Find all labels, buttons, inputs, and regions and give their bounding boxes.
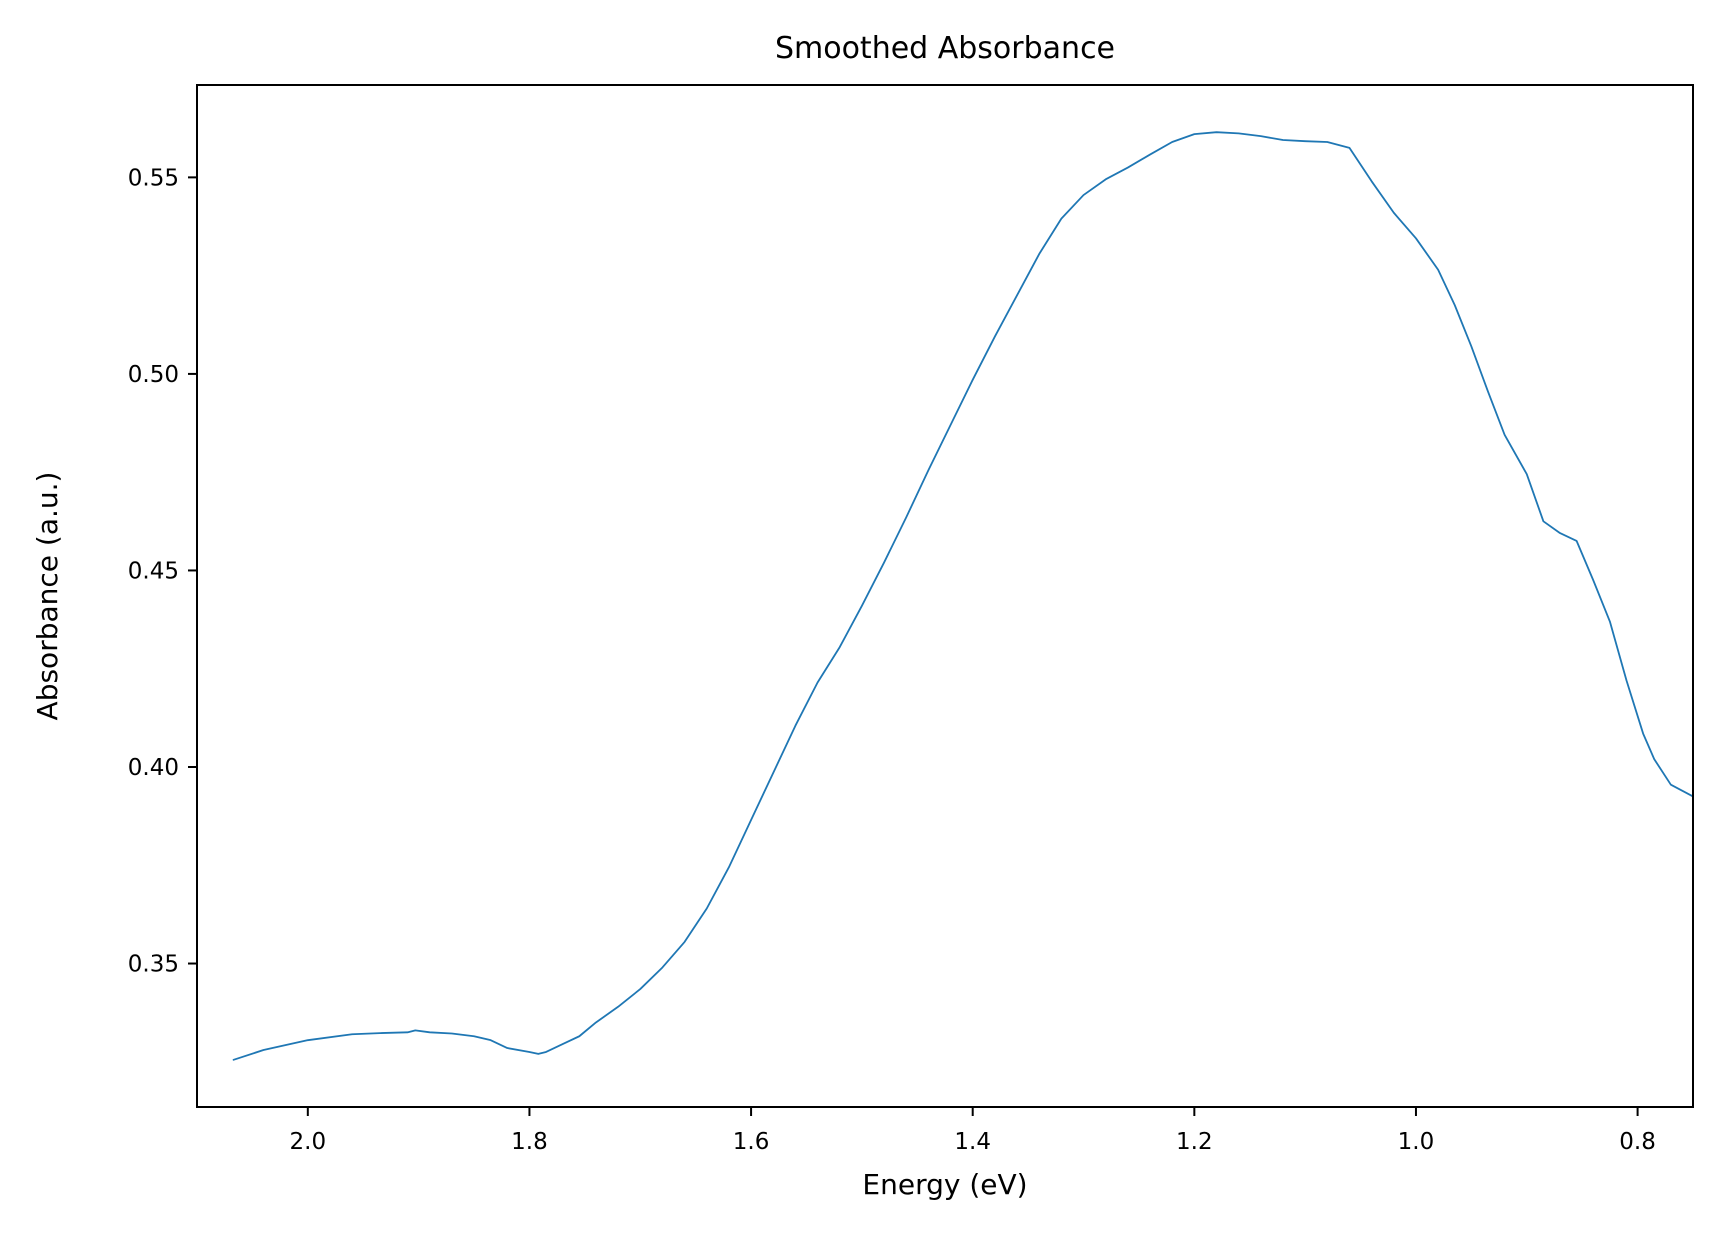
y-tick-label: 0.50 bbox=[128, 362, 179, 388]
x-tick-label: 2.0 bbox=[290, 1129, 327, 1155]
x-axis-label: Energy (eV) bbox=[862, 1168, 1027, 1201]
chart-title: Smoothed Absorbance bbox=[775, 31, 1115, 66]
y-tick-label: 0.45 bbox=[128, 558, 179, 584]
x-tick-label: 1.4 bbox=[954, 1129, 991, 1155]
x-axis: 2.0 1.8 1.6 1.4 1.2 1.0 0.8 bbox=[290, 1107, 1656, 1155]
y-tick-label: 0.55 bbox=[128, 165, 179, 191]
x-tick-label: 1.0 bbox=[1398, 1129, 1435, 1155]
x-tick-label: 0.8 bbox=[1619, 1129, 1656, 1155]
y-axis: 0.35 0.40 0.45 0.50 0.55 bbox=[128, 165, 197, 978]
y-axis-label: Absorbance (a.u.) bbox=[31, 472, 64, 721]
x-tick-label: 1.2 bbox=[1176, 1129, 1213, 1155]
x-tick-label: 1.6 bbox=[733, 1129, 770, 1155]
plot-frame bbox=[196, 84, 1694, 1108]
y-tick-label: 0.40 bbox=[128, 755, 179, 781]
series-line-0 bbox=[232, 131, 1694, 1061]
x-tick-label: 1.8 bbox=[511, 1129, 548, 1155]
plot-area bbox=[232, 131, 1694, 1061]
y-tick-label: 0.35 bbox=[128, 952, 179, 978]
